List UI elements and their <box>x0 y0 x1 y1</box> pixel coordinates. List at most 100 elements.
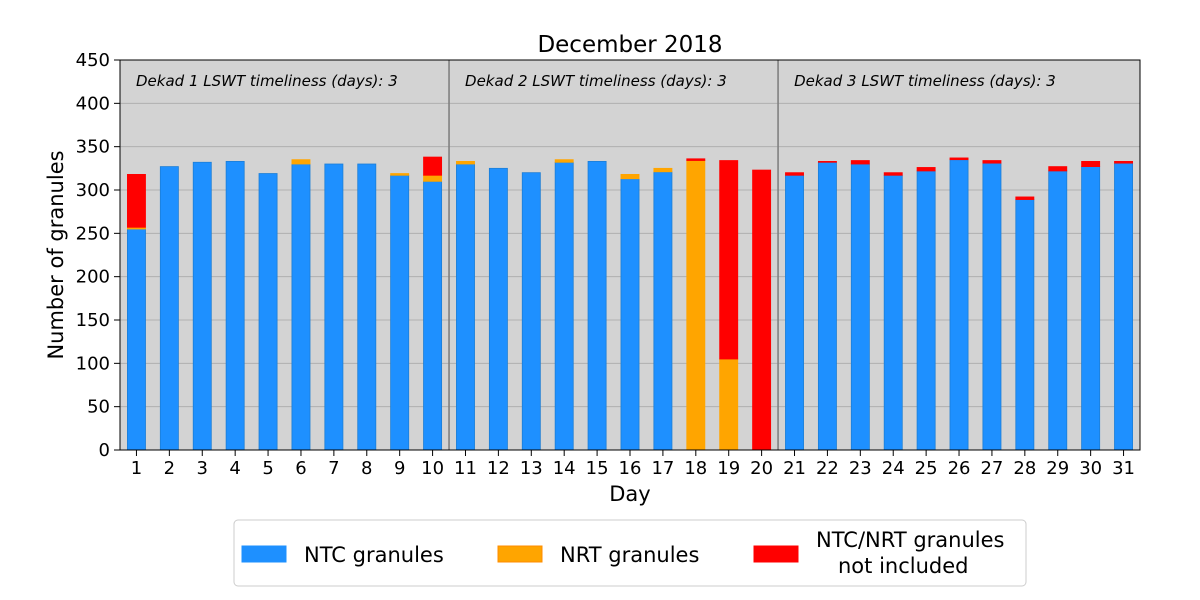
legend-swatch <box>241 545 287 563</box>
bar-segment <box>554 161 574 451</box>
bar-segment <box>1081 166 1101 451</box>
legend-frame <box>233 519 1027 587</box>
legend-label: NRT granules <box>560 543 699 567</box>
bars <box>127 156 1133 451</box>
x-tick-label: 28 <box>1013 458 1036 479</box>
bar-segment <box>554 159 574 163</box>
bar-segment <box>1048 170 1068 451</box>
bar-segment <box>719 358 739 451</box>
x-tick-label: 22 <box>816 458 839 479</box>
legend: NTC granules NRT granules NTC/NRT granules… <box>233 519 1027 587</box>
x-tick-label: 3 <box>197 458 208 479</box>
bar-segment <box>456 160 475 165</box>
bar-segment <box>916 167 936 172</box>
y-tick-label: 0 <box>99 440 110 461</box>
chart-title: December 2018 <box>537 32 722 58</box>
y-tick-label: 300 <box>76 180 110 201</box>
y-tick-label: 200 <box>76 267 110 288</box>
bar-segment <box>817 160 837 163</box>
bar-segment <box>817 161 837 451</box>
bar-segment <box>1114 162 1133 451</box>
bar-segment <box>949 159 969 451</box>
x-axis-label: Day <box>609 482 650 506</box>
x-tick-label: 8 <box>361 458 372 479</box>
bar-segment <box>1015 196 1035 200</box>
x-tick-label: 26 <box>948 458 971 479</box>
x-tick-label: 30 <box>1079 458 1102 479</box>
bar-segment <box>850 160 870 165</box>
x-tick-label: 16 <box>619 458 642 479</box>
legend-swatch <box>497 545 543 563</box>
x-tick-label: 13 <box>520 458 543 479</box>
bar-segment <box>1048 166 1068 172</box>
bar-segment <box>456 163 475 451</box>
dekad-label: Dekad 3 LSWT timeliness (days): 3 <box>794 72 1056 90</box>
y-tick-label: 100 <box>76 353 110 374</box>
bar-segment <box>1114 160 1133 164</box>
x-tick-label: 18 <box>684 458 707 479</box>
bar-segment <box>785 174 804 451</box>
x-tick-label: 6 <box>295 458 306 479</box>
y-tick-label: 450 <box>76 50 110 71</box>
legend-label: NTC granules <box>304 543 444 567</box>
bar-segment <box>620 178 640 451</box>
dekad-dividers: Dekad 1 LSWT timeliness (days): 3 Dekad 2… <box>136 60 1056 450</box>
y-axis-ticks: 0 50 100 150 200 250 300 350 400 450 <box>76 50 120 461</box>
bar-segment <box>423 180 443 451</box>
bar-segment <box>127 228 146 451</box>
x-tick-label: 2 <box>164 458 175 479</box>
x-tick-label: 20 <box>750 458 773 479</box>
bar-segment <box>949 157 969 161</box>
bar-segment <box>423 156 443 176</box>
bar-segment <box>423 174 443 182</box>
x-tick-label: 9 <box>394 458 405 479</box>
x-tick-label: 19 <box>717 458 740 479</box>
bar-segment <box>916 170 936 451</box>
bar-segment <box>1081 160 1101 167</box>
bar-segment <box>390 173 410 176</box>
bar-segment <box>488 167 508 451</box>
bar-segment <box>653 167 673 173</box>
bar-segment <box>620 173 640 180</box>
bar-segment <box>258 173 278 451</box>
bar-segment <box>291 163 311 451</box>
y-tick-label: 150 <box>76 310 110 331</box>
y-tick-label: 400 <box>76 93 110 114</box>
x-tick-label: 7 <box>328 458 339 479</box>
dekad-label: Dekad 2 LSWT timeliness (days): 3 <box>465 72 727 90</box>
x-tick-label: 4 <box>229 458 240 479</box>
dekad-label: Dekad 1 LSWT timeliness (days): 3 <box>136 72 398 90</box>
x-tick-label: 10 <box>421 458 444 479</box>
x-tick-label: 5 <box>262 458 273 479</box>
x-tick-label: 21 <box>783 458 806 479</box>
bar-segment <box>159 166 179 451</box>
bar-segment <box>357 163 377 451</box>
x-tick-label: 12 <box>487 458 510 479</box>
bar-segment <box>850 163 870 451</box>
bar-segment <box>192 161 212 451</box>
x-tick-label: 1 <box>131 458 142 479</box>
x-tick-label: 25 <box>915 458 938 479</box>
x-tick-label: 23 <box>849 458 872 479</box>
x-tick-label: 24 <box>882 458 905 479</box>
y-tick-label: 350 <box>76 137 110 158</box>
bar-segment <box>390 174 410 451</box>
y-axis-label: Number of granules <box>44 150 68 359</box>
x-tick-label: 15 <box>586 458 609 479</box>
bar-segment <box>225 160 245 451</box>
bar-segment <box>982 160 1002 164</box>
bar-segment <box>785 172 804 176</box>
legend-label-line2: not included <box>838 554 968 578</box>
bar-segment <box>653 171 673 451</box>
legend-swatch <box>753 545 799 563</box>
bar-segment <box>1015 199 1035 451</box>
bar-segment <box>883 172 903 176</box>
bar-segment <box>587 160 607 451</box>
x-tick-label: 29 <box>1046 458 1069 479</box>
x-tick-label: 31 <box>1112 458 1135 479</box>
x-tick-label: 11 <box>454 458 477 479</box>
bar-segment <box>686 160 706 451</box>
bar-segment <box>686 158 706 161</box>
y-tick-label: 250 <box>76 223 110 244</box>
